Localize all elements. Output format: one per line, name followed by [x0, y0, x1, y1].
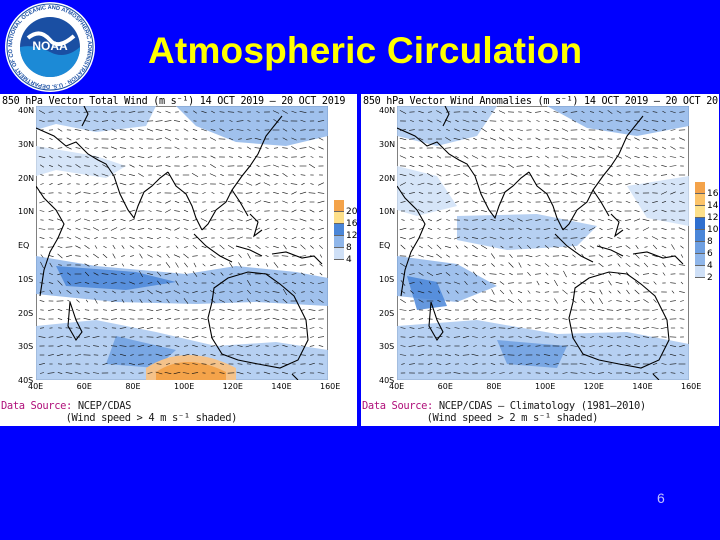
- lat-tick-label: 40S: [18, 376, 34, 385]
- right-source-value: NCEP/CDAS – Climatology (1981–2010): [438, 399, 646, 412]
- wind-vectors: [38, 110, 325, 375]
- colorbar-label: 12: [707, 213, 719, 223]
- right-source-note: (Wind speed > 2 m s⁻¹ shaded): [426, 411, 599, 424]
- colorbar-cell: [695, 254, 705, 266]
- colorbar-label: 4: [707, 261, 713, 271]
- colorbar-cell: [695, 206, 705, 218]
- lon-tick-label: 100E: [535, 382, 556, 391]
- colorbar-cell: [334, 212, 344, 224]
- lat-tick-label: 40S: [379, 376, 395, 385]
- lon-tick-label: 120E: [222, 382, 243, 391]
- right-map-panel: 850 hPa Vector Wind Anomalies (m s⁻¹) 14…: [361, 94, 719, 426]
- colorbar-cell: [695, 266, 705, 278]
- colorbar-cell: [334, 248, 344, 260]
- lon-tick-label: 40E: [389, 382, 405, 391]
- colorbar-cell: [334, 236, 344, 248]
- lat-tick-label: 40N: [18, 106, 35, 115]
- colorbar-label: 14: [707, 201, 719, 211]
- lon-tick-label: 80E: [486, 382, 502, 391]
- lat-tick-label: EQ: [18, 241, 30, 250]
- left-source-value: NCEP/CDAS: [77, 399, 132, 412]
- left-data-source: Data Source: NCEP/CDAS (Wind speed > 4 m…: [1, 400, 237, 424]
- coastlines: [397, 106, 684, 380]
- colorbar-cell: [695, 230, 705, 242]
- lat-tick-label: 30N: [379, 139, 396, 149]
- right-panel-title: 850 hPa Vector Wind Anomalies (m s⁻¹) 14…: [363, 94, 719, 107]
- lon-tick-label: 40E: [28, 382, 44, 391]
- lon-tick-label: 60E: [76, 382, 92, 391]
- colorbar-cell: [695, 194, 705, 206]
- lat-tick-label: 40N: [379, 106, 396, 115]
- logo-center-text: NOAA: [32, 39, 68, 53]
- lon-tick-label: 120E: [583, 382, 604, 391]
- lat-tick-label: 10N: [379, 207, 396, 217]
- colorbar-label: 8: [707, 237, 713, 247]
- lat-tick-label: 30N: [18, 139, 35, 149]
- lon-tick-label: 140E: [271, 382, 292, 391]
- lon-tick-label: 160E: [681, 382, 702, 391]
- lon-tick-label: 100E: [174, 382, 195, 391]
- lat-tick-label: EQ: [379, 241, 391, 250]
- lon-tick-label: 160E: [320, 382, 341, 391]
- colorbar-label: 8: [346, 243, 352, 253]
- left-source-key: Data Source:: [1, 399, 72, 412]
- lon-tick-label: 80E: [125, 382, 141, 391]
- right-data-source: Data Source: NCEP/CDAS – Climatology (19…: [362, 400, 646, 424]
- lat-tick-label: 10N: [18, 207, 35, 217]
- lat-tick-label: 20S: [379, 308, 395, 318]
- lat-tick-label: 20N: [18, 173, 35, 183]
- lat-tick-label: 20N: [379, 173, 396, 183]
- right-source-key: Data Source:: [362, 399, 433, 412]
- colorbar-label: 20: [346, 207, 357, 217]
- colorbar-cell: [695, 182, 705, 194]
- colorbar-label: 2: [707, 273, 713, 283]
- lat-tick-label: 20S: [18, 308, 34, 318]
- colorbar-cell: [334, 200, 344, 212]
- left-source-note: (Wind speed > 4 m s⁻¹ shaded): [65, 411, 238, 424]
- colorbar-label: 16: [707, 189, 719, 199]
- right-wind-map: [397, 106, 689, 380]
- lat-tick-label: 10S: [18, 274, 34, 284]
- colorbar-label: 16: [346, 219, 357, 229]
- colorbar-cell: [334, 224, 344, 236]
- wind-vectors: [399, 110, 686, 375]
- colorbar-label: 6: [707, 249, 713, 259]
- left-wind-map: [36, 106, 328, 380]
- lat-tick-label: 10S: [379, 274, 395, 284]
- left-map-panel: 850 hPa Vector Total Wind (m s⁻¹) 14 OCT…: [0, 94, 357, 426]
- slide-title: Atmospheric Circulation: [148, 30, 583, 71]
- left-panel-title: 850 hPa Vector Total Wind (m s⁻¹) 14 OCT…: [2, 94, 346, 107]
- coastlines: [36, 106, 323, 380]
- noaa-logo: NOAA NATIONAL OCEANIC AND ATMOSPHERIC AD…: [0, 0, 100, 94]
- colorbar-cell: [695, 242, 705, 254]
- colorbar-label: 10: [707, 225, 719, 235]
- wind-speed-shading: [36, 106, 328, 380]
- colorbar-label: 4: [346, 255, 352, 265]
- lat-tick-label: 30S: [18, 342, 34, 352]
- lon-tick-label: 60E: [437, 382, 453, 391]
- colorbar-cell: [695, 218, 705, 230]
- colorbar-label: 12: [346, 231, 357, 241]
- lat-tick-label: 30S: [379, 342, 395, 352]
- slide-page-number: 6: [657, 490, 665, 506]
- lon-tick-label: 140E: [632, 382, 653, 391]
